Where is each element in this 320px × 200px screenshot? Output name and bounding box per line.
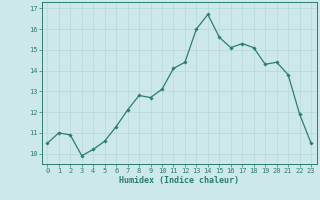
X-axis label: Humidex (Indice chaleur): Humidex (Indice chaleur) — [119, 176, 239, 185]
